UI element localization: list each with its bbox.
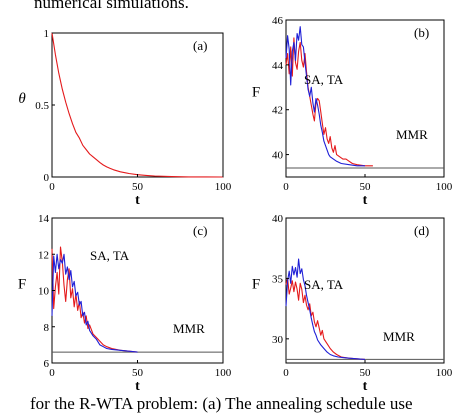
y-tick-label: 0.5: [35, 100, 49, 112]
panel-label: (b): [414, 25, 429, 40]
y-tick-label: 10: [38, 286, 50, 298]
x-axis-label: t: [363, 193, 368, 208]
y-tick-label: 1: [44, 28, 50, 40]
annotation-label: SA, TA: [90, 248, 130, 263]
y-tick-label: 40: [272, 150, 284, 162]
x-axis-label: t: [135, 193, 140, 208]
x-tick-label: 0: [49, 181, 55, 193]
y-tick-label: 12: [38, 249, 49, 261]
panel-c: 0 50 100 6 8 10 12 14 t F (c) SA, TA MMR: [18, 213, 232, 394]
panel-a: 0 50 100 0 0.5 1 t θ (a): [18, 28, 231, 208]
x-axis-label: t: [135, 379, 140, 394]
series-line-blue: [285, 26, 365, 167]
x-tick-label: 100: [215, 181, 232, 193]
y-axis-label: F: [18, 277, 26, 293]
y-axis-label: θ: [18, 91, 26, 107]
series-line-blue: [285, 258, 366, 360]
y-tick-label: 44: [272, 60, 284, 72]
header-text: numerical simulations.: [34, 0, 189, 12]
series-line-red: [285, 37, 373, 167]
x-tick-label: 0: [283, 181, 289, 193]
y-tick-label: 0: [44, 172, 50, 184]
x-tick-label: 100: [436, 367, 453, 379]
y-tick-label: 40: [272, 213, 284, 225]
annotation-label: SA, TA: [304, 72, 344, 87]
x-tick-label: 50: [132, 367, 144, 379]
x-tick-label: 100: [436, 181, 453, 193]
annotation-label: MMR: [173, 321, 205, 336]
y-tick-label: 46: [272, 15, 284, 27]
annotation-label: MMR: [383, 329, 415, 344]
series-line-blue: [51, 253, 138, 353]
y-tick-label: 8: [44, 322, 50, 334]
y-tick-label: 42: [272, 105, 283, 117]
annotation-label: SA, TA: [304, 277, 344, 292]
y-tick-label: 6: [44, 358, 50, 370]
x-tick-label: 50: [132, 181, 144, 193]
y-tick-label: 35: [272, 273, 284, 285]
panel-d: 0 50 100 30 35 40 t F (d) SA, TA MMR: [252, 213, 453, 394]
x-tick-label: 100: [215, 367, 232, 379]
plot-frame: [51, 32, 224, 178]
panel-label: (c): [193, 223, 207, 238]
panel-label: (a): [193, 38, 207, 53]
x-tick-label: 50: [360, 367, 372, 379]
y-tick-label: 14: [38, 213, 50, 225]
plot-frame: [51, 217, 224, 364]
x-tick-label: 0: [49, 367, 55, 379]
x-axis-label: t: [363, 379, 368, 394]
y-axis-label: F: [252, 85, 260, 101]
panel-label: (d): [414, 223, 429, 238]
y-tick-label: 30: [272, 334, 284, 346]
footer-text: for the R-WTA problem: (a) The annealing…: [30, 394, 413, 413]
x-tick-label: 50: [360, 181, 372, 193]
x-tick-label: 0: [283, 367, 289, 379]
annotation-label: MMR: [396, 127, 428, 142]
series-line-red: [51, 246, 138, 353]
series-line-red: [51, 32, 224, 178]
panel-b: 0 50 100 40 42 44 46 t F (b) SA, TA MMR: [252, 15, 453, 208]
y-axis-label: F: [252, 277, 260, 293]
